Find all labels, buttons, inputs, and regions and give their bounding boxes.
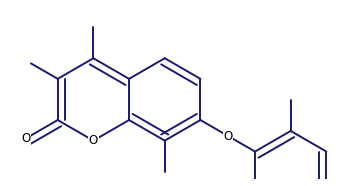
Text: O: O <box>224 130 233 143</box>
Text: O: O <box>89 134 98 147</box>
Text: O: O <box>21 132 30 145</box>
